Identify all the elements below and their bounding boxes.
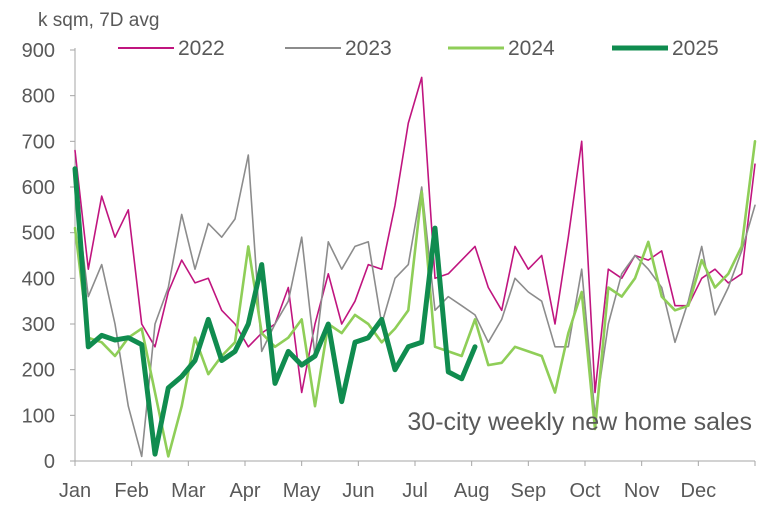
y-tick-label: 600 (22, 177, 55, 199)
chart-annotation: 30-city weekly new home sales (407, 408, 752, 436)
x-tick-label: Jul (402, 480, 428, 502)
x-tick-label: Oct (569, 480, 601, 502)
y-tick-label: 500 (22, 223, 55, 245)
x-tick-label: Apr (229, 480, 260, 502)
y-axis: 0 100 200 300 400 500 600 700 800 900 (22, 40, 76, 473)
y-tick-label: 900 (22, 40, 55, 62)
legend-label-2024: 2024 (508, 37, 555, 60)
legend-label-2025: 2025 (672, 37, 719, 60)
series-lines (72, 76, 757, 458)
legend-label-2023: 2023 (345, 37, 392, 60)
x-axis: Jan Feb Mar Apr May Jun Jul Aug Sep Oct Nov Dec (59, 460, 756, 502)
y-tick-label: 300 (22, 314, 55, 336)
y-tick-label: 400 (22, 268, 55, 290)
x-tick-label: May (283, 480, 321, 502)
x-tick-label: Dec (681, 480, 717, 502)
x-tick-label: Aug (454, 480, 490, 502)
x-tick-label: Nov (624, 480, 660, 502)
y-tick-label: 0 (44, 451, 55, 473)
series-line-2025 (72, 166, 478, 457)
legend-label-2022: 2022 (178, 37, 225, 60)
y-tick-label: 800 (22, 86, 55, 108)
legend: 2022 2023 2024 2025 (118, 37, 719, 60)
y-tick-label: 700 (22, 131, 55, 153)
x-tick-label: Jan (59, 480, 91, 502)
y-unit-label: k sqm, 7D avg (38, 10, 159, 31)
x-tick-label: Feb (114, 480, 148, 502)
x-tick-label: Mar (171, 480, 206, 502)
y-tick-label: 100 (22, 405, 55, 427)
y-tick-label: 200 (22, 360, 55, 382)
x-tick-label: Sep (511, 480, 547, 502)
x-tick-label: Jun (342, 480, 374, 502)
